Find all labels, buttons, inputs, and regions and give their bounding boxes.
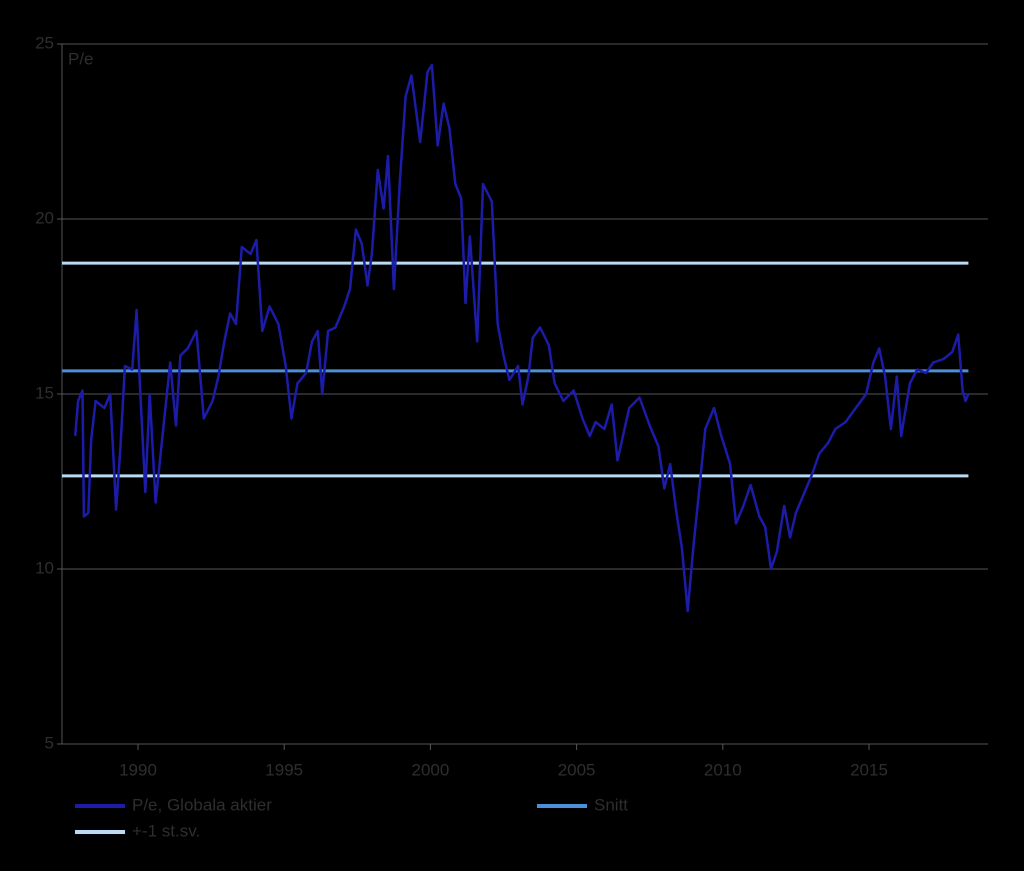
y-axis-label: P/e <box>68 49 94 68</box>
x-tick-label: 1995 <box>265 760 303 779</box>
x-tick-label: 2005 <box>558 760 596 779</box>
y-tick-label: 25 <box>35 33 54 52</box>
x-tick-label: 2015 <box>850 760 888 779</box>
x-tick-label: 1990 <box>119 760 157 779</box>
y-tick-label: 20 <box>35 208 54 227</box>
x-tick-label: 2010 <box>704 760 742 779</box>
y-tick-label: 5 <box>45 733 54 752</box>
data-line <box>73 63 970 613</box>
y-tick-label: 10 <box>35 558 54 577</box>
x-tick-label: 2000 <box>411 760 449 779</box>
legend-label: Snitt <box>594 795 628 814</box>
legend-label: +-1 st.sv. <box>132 821 200 840</box>
y-tick-label: 15 <box>35 383 54 402</box>
legend-label: P/e, Globala aktier <box>132 795 272 814</box>
